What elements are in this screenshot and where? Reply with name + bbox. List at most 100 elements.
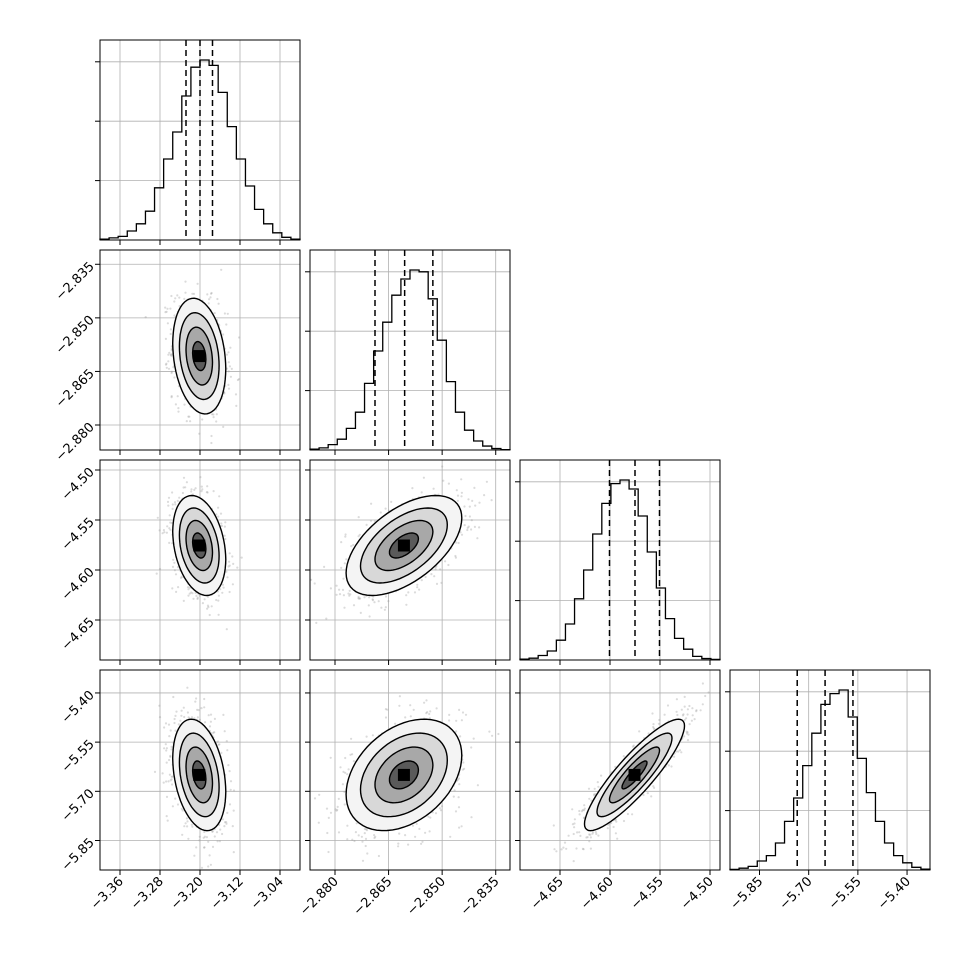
- scatter-point: [202, 836, 205, 839]
- scatter-point: [415, 822, 418, 826]
- scatter-point: [234, 393, 238, 396]
- scatter-point: [347, 592, 350, 595]
- scatter-point: [371, 734, 374, 737]
- scatter-point: [405, 594, 408, 597]
- density-peak: [397, 539, 410, 552]
- scatter-point: [483, 494, 486, 497]
- scatter-point: [193, 488, 196, 491]
- scatter-point: [164, 311, 167, 314]
- scatter-point: [425, 712, 428, 715]
- scatter-point: [459, 531, 462, 534]
- scatter-point: [440, 581, 443, 585]
- scatter-point: [188, 586, 191, 589]
- scatter-point: [555, 850, 558, 853]
- scatter-point: [201, 488, 204, 491]
- scatter-point: [178, 296, 181, 299]
- scatter-point: [188, 415, 191, 418]
- scatter-point: [167, 723, 171, 726]
- scatter-point: [203, 706, 206, 709]
- scatter-point: [200, 490, 203, 493]
- scatter-point: [229, 346, 232, 349]
- scatter-point: [441, 465, 444, 468]
- scatter-point: [173, 561, 176, 564]
- scatter-point: [180, 575, 183, 578]
- scatter-point: [478, 501, 481, 504]
- scatter-point: [228, 770, 231, 773]
- scatter-point: [341, 783, 344, 786]
- scatter-point: [164, 363, 168, 366]
- scatter-point: [212, 731, 215, 734]
- scatter-point: [170, 371, 173, 375]
- scatter-point: [371, 599, 375, 602]
- scatter-point: [429, 710, 432, 713]
- scatter-point: [343, 790, 346, 794]
- scatter-point: [198, 432, 201, 435]
- scatter-point: [683, 705, 686, 708]
- scatter-point: [177, 410, 180, 413]
- scatter-point: [185, 481, 188, 484]
- scatter-point: [161, 532, 164, 535]
- scatter-point: [174, 573, 178, 576]
- scatter-point: [452, 795, 455, 798]
- scatter-point: [337, 831, 341, 834]
- scatter-point: [205, 836, 208, 839]
- scatter-point: [167, 504, 170, 507]
- scatter-panel-3-1: [305, 669, 511, 875]
- scatter-point: [447, 482, 450, 485]
- scatter-point: [186, 825, 189, 828]
- scatter-point: [216, 840, 219, 843]
- scatter-point: [606, 827, 609, 830]
- scatter-point: [229, 780, 233, 783]
- scatter-point: [424, 831, 427, 834]
- scatter-point: [169, 307, 172, 310]
- scatter-point: [439, 568, 442, 571]
- scatter-point: [228, 564, 231, 567]
- scatter-point: [208, 613, 211, 617]
- scatter-point: [170, 349, 173, 352]
- scatter-point: [240, 556, 243, 559]
- scatter-point: [227, 351, 230, 354]
- scatter-point: [169, 528, 172, 531]
- scatter-point: [183, 297, 186, 300]
- scatter-point: [315, 621, 318, 625]
- scatter-point: [409, 715, 412, 718]
- scatter-point: [339, 766, 342, 769]
- scatter-point: [416, 583, 419, 586]
- scatter-point: [207, 865, 210, 868]
- scatter-point: [455, 541, 458, 544]
- scatter-point: [187, 594, 190, 597]
- scatter-point: [171, 565, 175, 569]
- scatter-point: [366, 852, 369, 855]
- scatter-point: [220, 524, 224, 528]
- scatter-point: [459, 735, 462, 738]
- scatter-point: [213, 717, 216, 721]
- scatter-point: [184, 291, 187, 294]
- scatter-point: [464, 713, 468, 716]
- scatter-point: [210, 434, 213, 438]
- scatter-point: [414, 835, 417, 838]
- scatter-point: [313, 797, 317, 800]
- scatter-point: [227, 383, 230, 386]
- scatter-point: [347, 768, 350, 771]
- scatter-point: [449, 835, 452, 838]
- scatter-point: [200, 485, 203, 488]
- scatter-point: [377, 600, 380, 603]
- scatter-point: [192, 292, 196, 295]
- scatter-point: [409, 704, 412, 707]
- scatter-point: [213, 312, 216, 315]
- scatter-point: [167, 360, 170, 363]
- scatter-point: [224, 537, 227, 541]
- scatter-point: [354, 831, 357, 834]
- scatter-point: [418, 588, 421, 591]
- scatter-point: [397, 842, 400, 845]
- scatter-point: [227, 387, 231, 390]
- scatter-point: [427, 815, 430, 818]
- scatter-point: [196, 597, 199, 601]
- scatter-point: [176, 499, 179, 502]
- scatter-point: [439, 809, 443, 812]
- scatter-point: [444, 560, 447, 563]
- scatter-point: [208, 298, 211, 301]
- scatter-point: [223, 392, 226, 395]
- scatter-point: [174, 729, 177, 732]
- scatter-point: [365, 523, 368, 527]
